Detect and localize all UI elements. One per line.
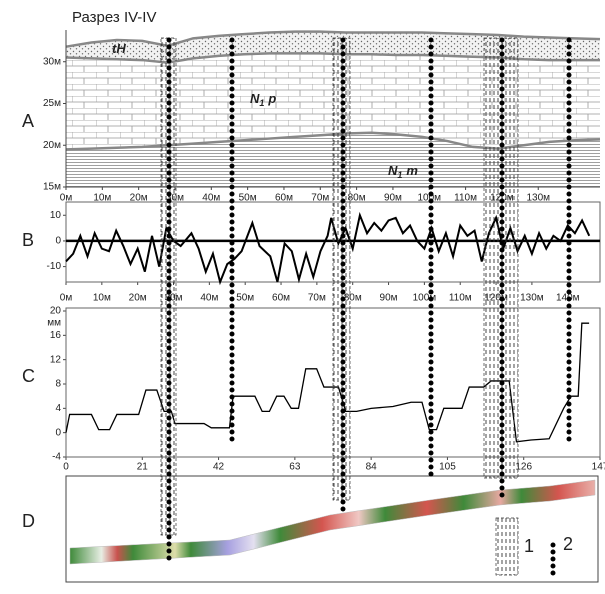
x-tick-label: 90м [380, 293, 398, 304]
x-tick-label: 100м [417, 193, 441, 204]
x-tick-label: 105 [439, 462, 456, 473]
layer-boundary [65, 30, 601, 48]
layer-label: N1 m [388, 163, 418, 180]
panel-label: B [22, 230, 34, 250]
x-tick-label: 50м [236, 293, 254, 304]
y-tick-label: 16 [50, 330, 62, 341]
x-tick-label: 126 [515, 462, 532, 473]
x-tick-label: 100м [413, 293, 437, 304]
x-tick-label: 42 [213, 462, 225, 473]
x-tick-label: 130м [526, 193, 550, 204]
y-tick-label: -4 [52, 452, 61, 463]
x-tick-label: 63 [289, 462, 301, 473]
x-tick-label: 60м [275, 193, 293, 204]
y-tick-label: 30м [43, 56, 61, 67]
x-tick-label: 40м [202, 193, 220, 204]
x-tick-label: 70м [311, 193, 329, 204]
x-tick-label: 147 [592, 462, 605, 473]
y-tick-label: 15м [43, 182, 61, 193]
legend-label: 2 [563, 534, 573, 554]
x-tick-label: 20м [129, 293, 147, 304]
panels: 15м20м25м30м0м10м20м30м40м50м60м70м80м90… [43, 30, 605, 473]
y-tick-label: 0 [55, 236, 61, 247]
x-tick-label: 84 [366, 462, 378, 473]
x-tick-label: 80м [348, 193, 366, 204]
y-tick-label: 20м [43, 140, 61, 151]
x-tick-label: 60м [272, 293, 290, 304]
x-tick-label: 0 [63, 462, 69, 473]
y-tick-label: 20 [50, 306, 62, 317]
core-strip [69, 479, 596, 565]
y-tick-label: 25м [43, 98, 61, 109]
layer-label-part: 1 [397, 170, 402, 180]
y-tick-label: 0 [55, 427, 61, 438]
y-tick-label: -10 [47, 261, 62, 272]
x-tick-label: 80м [344, 293, 362, 304]
y-tick-label: 4 [55, 403, 61, 414]
layer-label-part: m [406, 163, 418, 178]
panel-label: A [22, 111, 34, 131]
panel-d [65, 475, 599, 583]
legend-zone [495, 517, 519, 576]
x-tick-label: 110м [449, 293, 472, 304]
x-tick-label: 70м [308, 293, 326, 304]
y-unit: мм [47, 318, 61, 329]
layer-label: N1 p [250, 91, 276, 108]
x-tick-label: 110м [454, 193, 477, 204]
layer-label-part: 1 [259, 98, 264, 108]
x-tick-label: 40м [200, 293, 218, 304]
layer-label-part: N [388, 163, 398, 178]
x-tick-label: 0м [60, 293, 73, 304]
layer-label-part: tH [112, 41, 126, 56]
x-tick-label: 21 [137, 462, 149, 473]
y-tick-label: 8 [55, 379, 61, 390]
x-tick-label: 50м [239, 193, 257, 204]
layer-label: tH [112, 41, 126, 56]
dotted-lines [166, 37, 572, 578]
x-tick-label: 90м [384, 193, 402, 204]
x-tick-label: 130м [520, 293, 544, 304]
x-tick-label: 10м [93, 193, 111, 204]
frame [65, 475, 599, 583]
panel-label: D [22, 511, 35, 531]
panel-label: C [22, 366, 35, 386]
legend-label: 1 [524, 536, 534, 556]
x-tick-label: 10м [93, 293, 111, 304]
y-tick-label: 10 [50, 210, 62, 221]
layer-label-part: N [250, 91, 260, 106]
x-tick-label: 20м [130, 193, 148, 204]
y-tick-label: 12 [50, 354, 62, 365]
layer-label-part: p [267, 91, 276, 106]
x-tick-label: 0м [60, 193, 73, 204]
figure-title: Разрез IV-IV [72, 9, 156, 26]
